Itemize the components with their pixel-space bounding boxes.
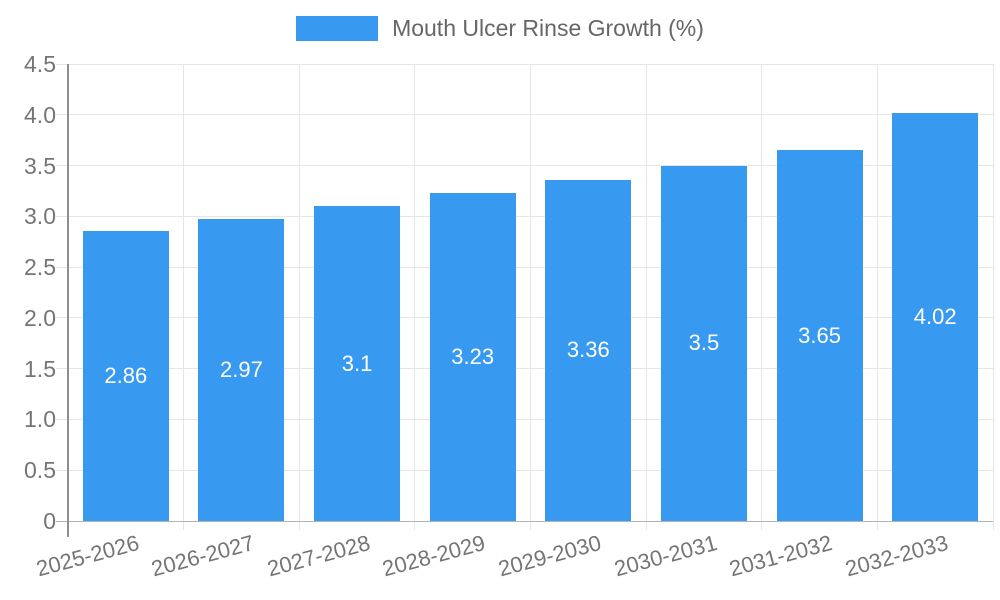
bar: 3.65 bbox=[776, 150, 863, 521]
legend-swatch bbox=[296, 16, 379, 41]
bar-value-label: 3.23 bbox=[451, 343, 495, 369]
x-axis-label: 2029-2030 bbox=[495, 530, 604, 582]
x-axis-baseline bbox=[56, 520, 993, 522]
x-axis-label: 2026-2027 bbox=[148, 530, 257, 582]
plot-area: 2.86 2.97 3.1 3.23 3.36 3.5 3.65 4.02 bbox=[56, 63, 994, 537]
y-axis-label: 3.0 bbox=[24, 203, 56, 230]
y-axis-label: 1.5 bbox=[24, 355, 56, 382]
bar-value-label: 3.65 bbox=[798, 322, 841, 348]
gridline-horizontal bbox=[56, 215, 993, 217]
x-axis-label: 2025-2026 bbox=[33, 530, 142, 582]
x-axis-label: 2031-2032 bbox=[726, 530, 836, 582]
gridline-horizontal bbox=[56, 368, 993, 370]
gridline-vertical bbox=[761, 64, 763, 530]
gridline-horizontal bbox=[56, 63, 993, 65]
y-axis-label: 4.5 bbox=[24, 51, 56, 77]
bar-value-label: 3.1 bbox=[341, 350, 373, 376]
bar: 3.5 bbox=[660, 165, 747, 521]
y-axis-label: 2.0 bbox=[24, 304, 56, 331]
y-axis-label: 1.0 bbox=[24, 406, 56, 433]
gridline-horizontal bbox=[56, 266, 993, 268]
x-axis-label: 2032-2033 bbox=[842, 530, 951, 582]
gridline-horizontal bbox=[56, 469, 993, 471]
gridline-vertical bbox=[876, 64, 878, 530]
gridline-vertical bbox=[645, 64, 647, 530]
x-axis-label: 2030-2031 bbox=[611, 530, 720, 582]
gridline-vertical bbox=[530, 64, 531, 530]
gridline-vertical bbox=[992, 64, 994, 530]
legend-label: Mouth Ulcer Rinse Growth (%) bbox=[392, 15, 704, 41]
chart-legend-item[interactable]: Mouth Ulcer Rinse Growth (%) bbox=[0, 15, 1000, 42]
gridline-vertical bbox=[298, 64, 300, 530]
bar: 4.02 bbox=[892, 112, 979, 521]
gridline-horizontal bbox=[56, 114, 993, 116]
bar: 3.23 bbox=[429, 192, 516, 521]
gridline-horizontal bbox=[56, 165, 993, 167]
gridline-horizontal bbox=[56, 418, 993, 420]
bar-value-label: 3.36 bbox=[566, 337, 610, 363]
bar: 3.36 bbox=[545, 179, 632, 521]
y-axis-label: 0 bbox=[43, 508, 56, 534]
bar: 2.86 bbox=[82, 230, 169, 521]
x-axis-label: 2028-2029 bbox=[380, 530, 489, 582]
x-axis-label: 2027-2028 bbox=[264, 530, 373, 582]
y-axis-label: 2.5 bbox=[24, 254, 56, 281]
bar-value-label: 2.86 bbox=[104, 362, 148, 388]
gridline-vertical bbox=[414, 64, 416, 530]
y-axis-label: 0.5 bbox=[24, 457, 56, 484]
gridline-horizontal bbox=[56, 317, 993, 319]
bar: 3.1 bbox=[314, 206, 401, 521]
bar-value-label: 4.02 bbox=[913, 303, 957, 329]
gridline-vertical bbox=[183, 64, 185, 530]
y-axis-label: 4.0 bbox=[24, 101, 56, 128]
y-axis-line bbox=[67, 64, 69, 537]
y-axis-label: 3.5 bbox=[24, 152, 56, 179]
bar-value-label: 3.5 bbox=[688, 330, 720, 356]
bar-value-label: 2.97 bbox=[220, 357, 263, 383]
bar: 2.97 bbox=[198, 219, 285, 521]
